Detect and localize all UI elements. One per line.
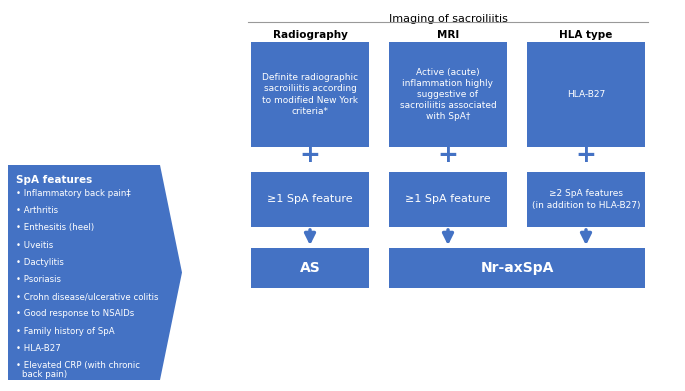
Text: Imaging of sacroiliitis: Imaging of sacroiliitis [388,14,508,24]
FancyBboxPatch shape [251,172,369,227]
Text: +: + [299,143,321,167]
Text: ≥2 SpA features
(in addition to HLA-B27): ≥2 SpA features (in addition to HLA-B27) [532,190,640,210]
Text: Active (acute)
inflammation highly
suggestive of
sacroiliitis associated
with Sp: Active (acute) inflammation highly sugge… [399,68,497,121]
FancyBboxPatch shape [389,248,645,288]
Text: HLA type: HLA type [560,30,612,40]
FancyBboxPatch shape [389,172,507,227]
Text: ≥1 SpA feature: ≥1 SpA feature [267,194,353,204]
Text: • Psoriasis: • Psoriasis [16,275,61,284]
Text: +: + [438,143,458,167]
Polygon shape [8,165,182,380]
Text: HLA-B27: HLA-B27 [567,90,605,99]
Text: • Family history of SpA: • Family history of SpA [16,326,114,335]
Text: • Dactylitis: • Dactylitis [16,258,64,267]
Text: +: + [575,143,597,167]
Text: • Enthesitis (heel): • Enthesitis (heel) [16,223,94,232]
Text: MRI: MRI [437,30,459,40]
FancyBboxPatch shape [251,42,369,147]
Text: • Good response to NSAIDs: • Good response to NSAIDs [16,309,134,318]
Text: back pain): back pain) [22,370,67,379]
FancyBboxPatch shape [251,248,369,288]
Text: Definite radiographic
sacroiliitis according
to modified New York
criteria*: Definite radiographic sacroiliitis accor… [262,74,358,116]
Text: • Uveitis: • Uveitis [16,240,53,249]
FancyBboxPatch shape [527,42,645,147]
Text: Radiography: Radiography [273,30,347,40]
Text: SpA features: SpA features [16,175,92,185]
FancyBboxPatch shape [389,42,507,147]
Text: Nr-axSpA: Nr-axSpA [480,261,553,275]
Text: • Arthritis: • Arthritis [16,206,58,215]
Text: • Inflammatory back pain‡: • Inflammatory back pain‡ [16,189,131,198]
Text: ≥1 SpA feature: ≥1 SpA feature [406,194,491,204]
Text: • HLA-B27: • HLA-B27 [16,344,61,353]
Text: • Crohn disease/ulcerative colitis: • Crohn disease/ulcerative colitis [16,292,158,301]
FancyBboxPatch shape [527,172,645,227]
Text: • Elevated CRP (with chronic: • Elevated CRP (with chronic [16,361,140,370]
Text: AS: AS [299,261,321,275]
